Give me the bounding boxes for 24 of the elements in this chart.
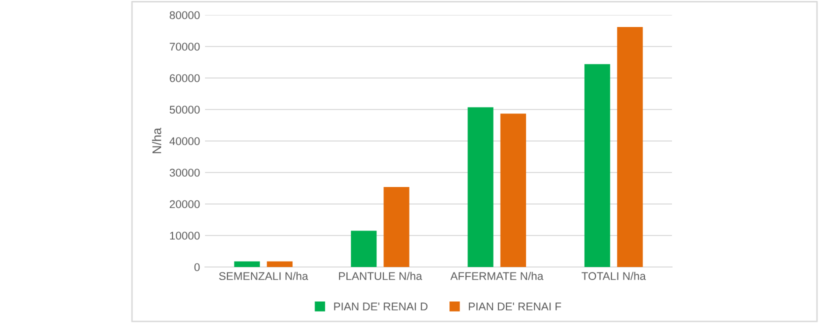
bar — [266, 261, 293, 267]
bar — [234, 261, 260, 267]
bar — [500, 114, 526, 267]
x-tick-label: AFFERMATE N/ha — [450, 272, 544, 280]
x-tick-label: SEMENZALI N/ha — [219, 272, 308, 280]
legend-label: PIAN DE' RENAI F — [468, 302, 562, 310]
x-tick-label: TOTALI N/ha — [582, 272, 646, 280]
x-tick-label: PLANTULE N/ha — [339, 272, 422, 280]
y-tick-label: 0 — [194, 263, 200, 272]
bar — [617, 26, 643, 267]
bar — [384, 186, 410, 267]
bar — [468, 107, 494, 267]
y-tick-label: 40000 — [170, 137, 200, 146]
y-tick-label: 70000 — [170, 42, 200, 51]
y-axis-title: N/ha — [152, 128, 162, 154]
bar — [584, 64, 610, 267]
bar — [350, 230, 377, 267]
y-tick-label: 50000 — [170, 106, 200, 114]
y-tick-label: 30000 — [170, 168, 200, 177]
y-tick-label: 60000 — [170, 74, 200, 82]
y-tick-label: 10000 — [170, 232, 200, 240]
y-tick-label: 80000 — [170, 11, 200, 20]
y-tick-label: 20000 — [170, 200, 200, 208]
legend-label: PIAN DE' RENAI D — [334, 302, 428, 310]
